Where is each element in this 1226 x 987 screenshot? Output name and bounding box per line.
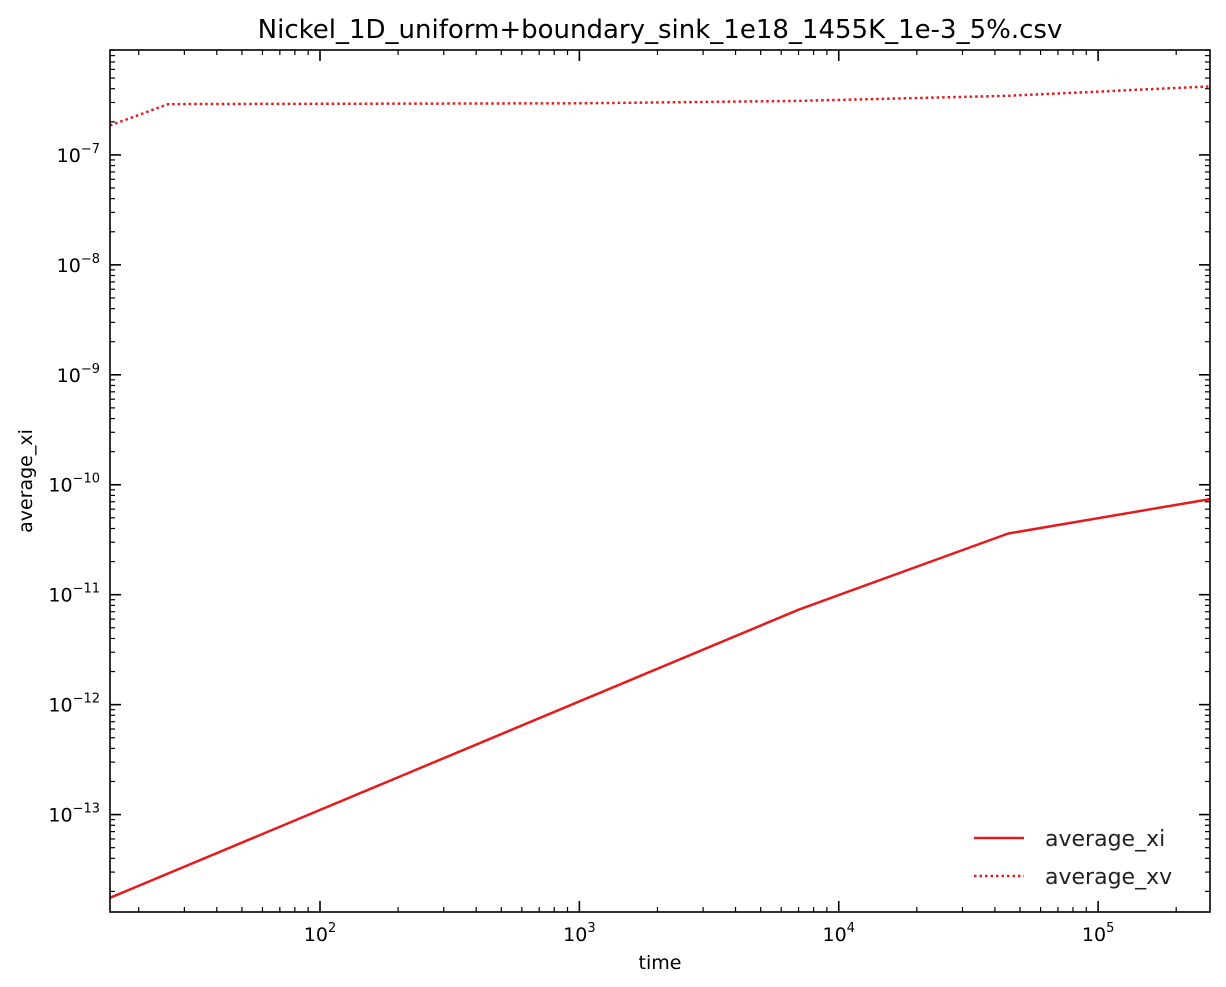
x-tick-label: 104: [823, 921, 855, 946]
legend: average_xi average_xv: [974, 827, 1172, 890]
plot-frame: [109, 49, 1211, 913]
y-tick-label: 10−8: [57, 252, 100, 277]
legend-label-average-xv: average_xv: [1045, 865, 1172, 890]
series-line-average-xi: [109, 497, 1211, 899]
x-tick-label: 103: [563, 921, 595, 946]
x-axis-label: time: [639, 952, 682, 974]
series-line-average-xv: [109, 85, 1211, 127]
x-tick-label: 102: [304, 921, 336, 946]
y-tick-label: 10−9: [57, 362, 100, 387]
x-tick-label: 105: [1082, 921, 1114, 946]
y-tick-label: 10−10: [48, 472, 100, 497]
y-tick-label: 10−7: [57, 142, 100, 167]
y-tick-label: 10−13: [48, 802, 100, 827]
y-tick-label: 10−11: [48, 582, 100, 607]
chart-title: Nickel_1D_uniform+boundary_sink_1e18_145…: [258, 15, 1063, 45]
legend-label-average-xi: average_xi: [1045, 827, 1165, 852]
y-axis-label: average_xi: [15, 429, 37, 533]
y-tick-label: 10−12: [48, 692, 100, 717]
ticks: 102 103 104 105 10−13 10−12 10−11 10−10 10−9 10−8…: [48, 49, 1210, 946]
series-layer: [109, 85, 1211, 899]
